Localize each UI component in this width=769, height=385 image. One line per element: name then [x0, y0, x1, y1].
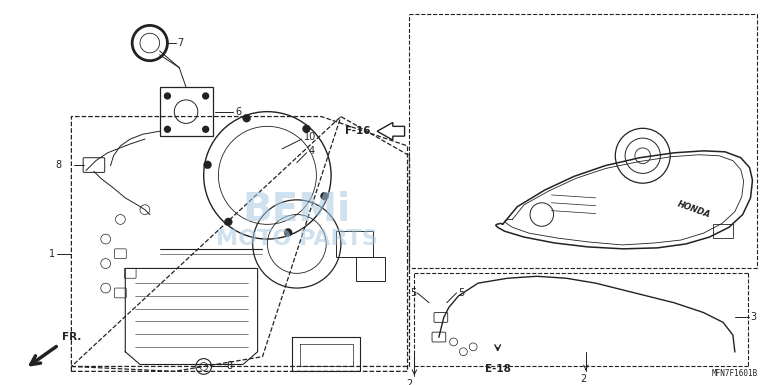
- Circle shape: [203, 126, 208, 132]
- Text: 6: 6: [235, 107, 241, 117]
- Circle shape: [321, 192, 328, 200]
- Text: 5: 5: [410, 288, 416, 298]
- Text: 8: 8: [55, 159, 62, 169]
- Text: 2: 2: [580, 374, 586, 384]
- Text: MOTO PARTS: MOTO PARTS: [216, 229, 378, 249]
- Text: F-16: F-16: [345, 126, 371, 136]
- Circle shape: [243, 114, 251, 122]
- Text: BEMi: BEMi: [243, 191, 351, 229]
- Text: 3: 3: [751, 313, 757, 323]
- Text: 10: 10: [304, 132, 316, 142]
- Text: FR.: FR.: [62, 332, 81, 342]
- Circle shape: [302, 125, 311, 133]
- Text: 1: 1: [48, 249, 55, 259]
- Text: 8: 8: [226, 362, 232, 372]
- Text: 5: 5: [458, 288, 464, 298]
- Text: HONDA: HONDA: [676, 199, 711, 220]
- Circle shape: [225, 218, 232, 226]
- Text: 2: 2: [406, 379, 413, 385]
- Circle shape: [165, 126, 171, 132]
- Circle shape: [204, 161, 211, 169]
- Text: E-18: E-18: [484, 365, 511, 375]
- Circle shape: [165, 93, 171, 99]
- FancyArrow shape: [377, 122, 404, 140]
- Circle shape: [285, 229, 292, 236]
- Text: 7: 7: [177, 38, 184, 48]
- Circle shape: [203, 93, 208, 99]
- Text: MFN7F1601B: MFN7F1601B: [711, 369, 757, 378]
- Text: 4: 4: [308, 146, 315, 156]
